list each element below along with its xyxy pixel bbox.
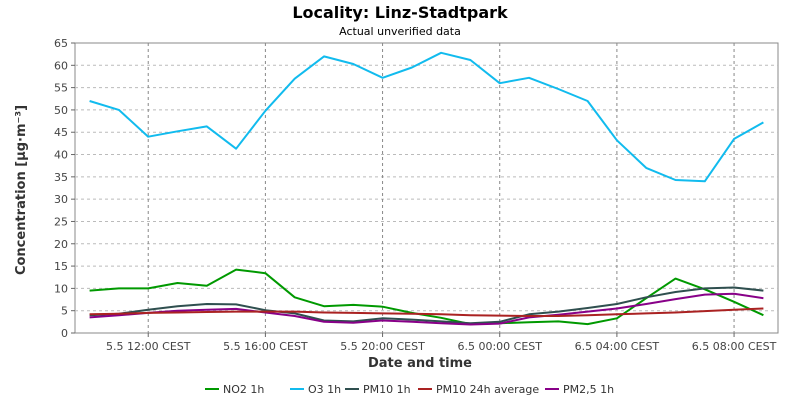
series-line-0 xyxy=(89,268,764,326)
y-tick-label: 40 xyxy=(54,149,68,162)
chart-title: Locality: Linz-Stadtpark xyxy=(292,3,508,22)
series-line-2 xyxy=(89,286,764,325)
x-tick-label: 6.5 00:00 CEST xyxy=(457,340,542,353)
y-axis-label: Concentration [µg·m⁻³] xyxy=(14,105,29,275)
legend-label: PM10 24h average xyxy=(436,383,539,396)
y-tick-label: 0 xyxy=(61,327,68,340)
y-tick-label: 60 xyxy=(54,59,68,72)
y-tick-label: 25 xyxy=(54,215,68,228)
series-lines xyxy=(89,51,764,326)
series-line-1 xyxy=(89,51,764,183)
legend-label: PM2,5 1h xyxy=(563,383,614,396)
y-axis-ticks: 0 5 10 15 20 25 30 35 40 45 50 55 60 65 xyxy=(54,37,75,340)
legend-label: PM10 1h xyxy=(363,383,411,396)
plot-frame xyxy=(74,42,779,334)
plot-area xyxy=(74,42,779,334)
y-tick-label: 35 xyxy=(54,171,68,184)
x-tick-label: 5.5 12:00 CEST xyxy=(106,340,191,353)
y-tick-label: 15 xyxy=(54,260,68,273)
x-axis-ticks: 5.5 12:00 CEST 5.5 16:00 CEST 5.5 20:00 CE… xyxy=(106,333,777,353)
grid xyxy=(75,43,778,333)
chart-subtitle: Actual unverified data xyxy=(339,25,461,38)
legend: NO2 1h O3 1h PM10 1h PM10 24h average PM2,5 … xyxy=(205,383,614,396)
y-tick-label: 45 xyxy=(54,126,68,139)
legend-label: O3 1h xyxy=(308,383,341,396)
y-tick-label: 20 xyxy=(54,238,68,251)
y-tick-label: 5 xyxy=(61,305,68,318)
x-axis-label: Date and time xyxy=(368,356,472,371)
series-line-3 xyxy=(89,307,764,317)
x-tick-label: 6.5 08:00 CEST xyxy=(692,340,777,353)
y-tick-label: 55 xyxy=(54,82,68,95)
y-tick-label: 10 xyxy=(54,282,68,295)
y-tick-label: 65 xyxy=(54,37,68,50)
legend-label: NO2 1h xyxy=(223,383,264,396)
x-tick-label: 5.5 20:00 CEST xyxy=(340,340,425,353)
series-line-4 xyxy=(89,292,764,326)
x-tick-label: 5.5 16:00 CEST xyxy=(223,340,308,353)
x-tick-label: 6.5 04:00 CEST xyxy=(575,340,660,353)
y-tick-label: 30 xyxy=(54,193,68,206)
y-tick-label: 50 xyxy=(54,104,68,117)
